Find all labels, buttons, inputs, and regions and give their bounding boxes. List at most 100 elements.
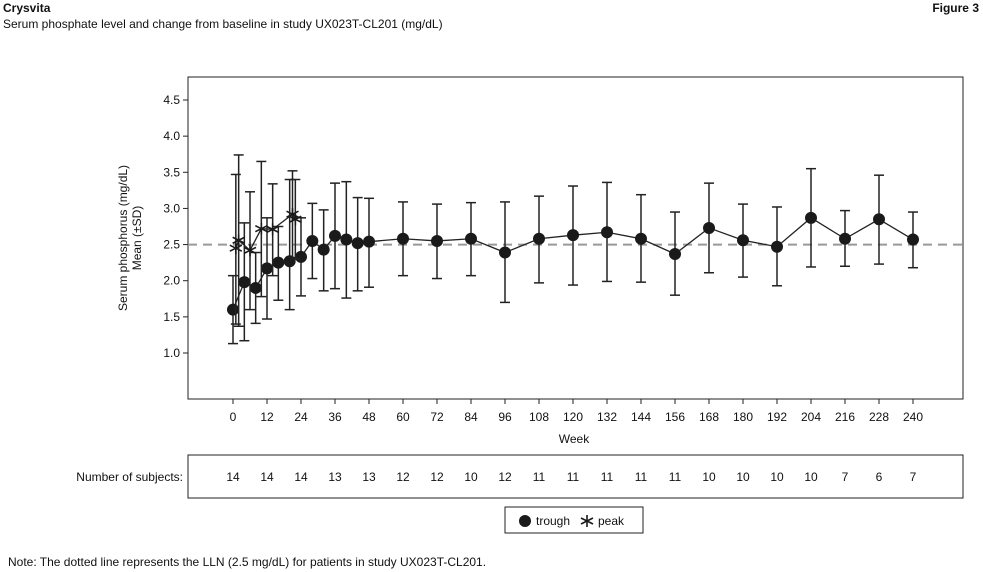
x-tick-label: 180 [733,410,753,424]
x-tick-label: 96 [498,410,512,424]
subject-count: 13 [328,470,342,484]
peak-point [229,242,243,255]
trough-point [465,232,477,245]
x-tick-label: 108 [529,410,549,424]
subject-count: 10 [804,470,818,484]
y-tick-label: 2.0 [163,274,180,288]
asterisk-stroke [229,244,243,252]
subject-count: 11 [669,470,682,484]
x-tick-label: 204 [801,410,821,424]
trough-point [873,213,885,226]
legend-peak-label: peak [598,514,625,528]
x-tick-label: 72 [430,410,444,424]
trough-point [499,246,511,259]
legend-trough-label: trough [536,514,570,528]
asterisk-stroke [232,236,246,244]
trough-point [317,243,330,256]
y-tick-label: 1.0 [163,346,180,360]
y-tick-label: 1.5 [163,310,180,324]
peak-point [254,222,268,235]
legend-peak-marker [580,515,594,527]
subject-count: 6 [876,470,883,484]
asterisk-stroke [254,224,268,233]
y-axis-label-1: Serum phosphorus (mg/dL) [116,165,130,311]
y-axis-label-2: Mean (±SD) [130,206,144,271]
subject-count: 14 [260,470,274,484]
trough-point [669,247,681,260]
trough-point [249,281,262,294]
footnote: Note: The dotted line represents the LLN… [8,555,487,569]
x-axis-label: Week [559,432,590,446]
trough-point [567,229,579,242]
x-tick-label: 24 [294,410,308,424]
subject-count: 11 [601,470,614,484]
subject-count: 13 [362,470,376,484]
subject-count: 7 [842,470,849,484]
x-tick-label: 156 [665,410,685,424]
trough-point [272,256,285,269]
y-tick-label: 2.5 [163,238,180,252]
subjects-box [187,454,964,499]
legend: trough peak [504,506,644,534]
x-tick-label: 0 [230,410,237,424]
asterisk-stroke [243,246,257,255]
subjects-label: Number of subjects: [76,470,183,484]
peak-point [288,213,302,226]
trough-point [340,233,353,246]
x-tick-label: 144 [631,410,651,424]
chart-subtitle: Serum phosphate level and change from ba… [3,17,443,31]
trough-point [238,276,251,289]
trough-point [601,226,613,239]
subject-count: 11 [533,470,546,484]
x-tick-label: 228 [869,410,889,424]
trough-point [907,233,919,246]
x-tick-label: 12 [260,410,274,424]
asterisk-stroke [286,210,299,218]
trough-point [261,262,273,275]
legend-trough-marker [519,515,531,527]
subject-count: 11 [635,470,648,484]
subject-count: 7 [910,470,917,484]
trough-point [839,232,851,245]
y-tick-label: 4.5 [163,93,180,107]
figure-label: Figure 3 [932,1,979,15]
subject-count: 10 [736,470,750,484]
x-tick-label: 168 [699,410,719,424]
peak-point [266,223,280,236]
asterisk-stroke [266,225,280,234]
x-tick-label: 192 [767,410,787,424]
x-tick-label: 120 [563,410,583,424]
trough-point [363,235,375,248]
trough-point [805,211,817,224]
subject-count: 12 [430,470,444,484]
asterisk-stroke [288,215,302,223]
x-tick-label: 84 [464,410,478,424]
subject-count: 12 [498,470,512,484]
trough-point [737,234,749,247]
x-tick-label: 132 [597,410,617,424]
trough-point [703,221,715,234]
x-tick-label: 216 [835,410,855,424]
subject-count: 11 [567,470,580,484]
subject-count: 14 [226,470,240,484]
trough-point [431,234,443,247]
subject-count: 10 [770,470,784,484]
subject-count: 10 [464,470,478,484]
y-tick-label: 3.5 [163,165,180,179]
subject-count: 12 [396,470,410,484]
subject-count: 10 [702,470,716,484]
brand-title: Crysvita [3,1,51,15]
subject-count: 14 [294,470,308,484]
peak-point [232,234,246,247]
trough-point [397,232,409,245]
trough-point [351,237,364,250]
trough-point [227,303,239,316]
peak-point [243,244,257,257]
trough-point [329,229,341,242]
x-tick-label: 48 [362,410,376,424]
trough-point [533,232,545,245]
trough-point [306,234,319,247]
y-tick-label: 4.0 [163,129,180,143]
trough-point [771,240,783,253]
